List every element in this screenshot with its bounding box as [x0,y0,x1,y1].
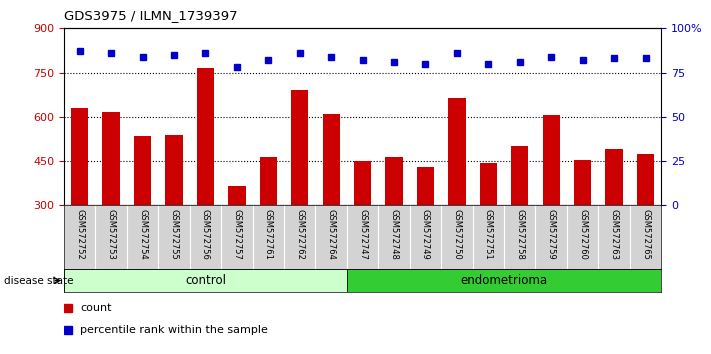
Text: disease state: disease state [4,275,73,286]
Bar [448,98,466,205]
Text: GSM572749: GSM572749 [421,209,430,259]
Bar [64,269,347,292]
Text: GSM572755: GSM572755 [169,209,178,259]
Bar [228,186,245,205]
Text: control: control [185,274,226,287]
Bar [637,154,654,205]
Text: GSM572759: GSM572759 [547,209,556,259]
Bar [71,108,88,205]
Text: GSM572762: GSM572762 [295,209,304,259]
Bar [347,269,661,292]
Bar [323,114,340,205]
Text: GSM572764: GSM572764 [326,209,336,259]
Text: GSM572752: GSM572752 [75,209,84,259]
Bar [606,149,623,205]
Text: GSM572758: GSM572758 [515,209,524,259]
Text: GSM572757: GSM572757 [232,209,241,259]
Bar [542,115,560,205]
Text: count: count [80,303,112,313]
Text: GSM572747: GSM572747 [358,209,367,259]
Bar [574,160,592,205]
Bar [197,68,214,205]
Text: GSM572765: GSM572765 [641,209,650,259]
Text: GDS3975 / ILMN_1739397: GDS3975 / ILMN_1739397 [64,9,237,22]
Bar [260,156,277,205]
Bar [480,162,497,205]
Text: GSM572750: GSM572750 [452,209,461,259]
Bar [134,136,151,205]
Bar [354,161,371,205]
Bar [385,156,402,205]
Bar [417,167,434,205]
Text: GSM572763: GSM572763 [609,209,619,259]
Bar [102,113,119,205]
Bar [166,135,183,205]
Text: GSM572748: GSM572748 [390,209,399,259]
Bar [511,146,528,205]
Text: GSM572761: GSM572761 [264,209,273,259]
Text: endometrioma: endometrioma [461,274,547,287]
Text: percentile rank within the sample: percentile rank within the sample [80,325,268,335]
Text: GSM572751: GSM572751 [484,209,493,259]
Text: GSM572754: GSM572754 [138,209,147,259]
Text: GSM572760: GSM572760 [578,209,587,259]
Bar [291,90,309,205]
Text: GSM572753: GSM572753 [107,209,116,259]
Text: GSM572756: GSM572756 [201,209,210,259]
